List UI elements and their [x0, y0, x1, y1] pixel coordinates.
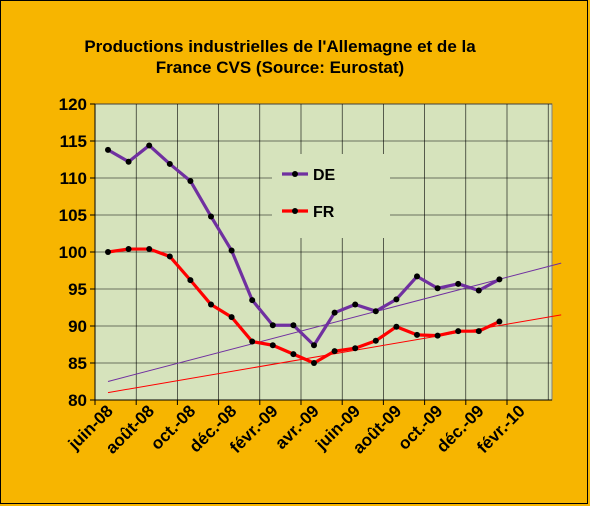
data-point-de [290, 322, 297, 329]
data-point-de [249, 297, 256, 304]
data-point-fr [187, 277, 194, 284]
data-point-de [496, 276, 503, 283]
data-point-de [311, 342, 317, 349]
y-tick-label: 110 [60, 169, 87, 188]
legend-marker-fr [292, 208, 298, 214]
y-tick-label: 80 [68, 391, 87, 410]
legend: DE FR [272, 154, 390, 238]
data-point-fr [249, 338, 256, 345]
data-point-fr [372, 337, 379, 344]
data-point-fr [434, 332, 441, 339]
x-tick-label: avr.-09 [271, 401, 323, 453]
data-point-de [187, 177, 194, 184]
y-tick-label: 105 [59, 206, 87, 225]
series-lines [105, 142, 503, 366]
data-point-de [434, 285, 441, 292]
data-point-fr [208, 301, 214, 308]
y-tick-label: 120 [59, 95, 87, 114]
data-point-de [105, 146, 111, 153]
data-point-de [125, 158, 132, 165]
data-point-fr [393, 323, 400, 330]
legend-label-de: DE [313, 167, 336, 184]
data-point-fr [105, 249, 111, 255]
data-point-de [166, 160, 173, 167]
data-point-de [475, 287, 482, 294]
y-tick-label: 100 [59, 243, 87, 262]
data-point-fr [331, 348, 338, 355]
data-point-fr [146, 246, 153, 253]
data-point-de [352, 301, 359, 308]
data-point-fr [496, 318, 503, 325]
data-point-fr [352, 345, 359, 352]
data-point-de [393, 296, 400, 303]
data-point-fr [455, 328, 462, 335]
trendline-de [107, 262, 562, 382]
y-tick-label: 90 [68, 317, 87, 336]
data-point-de [372, 308, 379, 315]
legend-box [272, 154, 390, 238]
data-point-de [146, 142, 153, 149]
series-line-fr [107, 247, 501, 365]
series-line-de [107, 143, 501, 347]
data-point-de [208, 213, 214, 220]
data-point-fr [125, 246, 132, 253]
data-point-fr [475, 328, 482, 335]
data-point-de [414, 273, 420, 280]
chart-title: Productions industrielles de l'Allemagne… [30, 36, 530, 78]
legend-marker-de [292, 171, 298, 177]
legend-label-fr: FR [313, 204, 335, 221]
data-point-fr [228, 314, 235, 321]
data-point-fr [290, 351, 297, 358]
data-point-de [269, 322, 276, 329]
chart-title-line1: Productions industrielles de l'Allemagne… [84, 37, 476, 56]
y-tick-label: 115 [60, 132, 87, 151]
y-tick-label: 95 [68, 280, 87, 299]
grid-lines [94, 103, 552, 401]
data-point-fr [166, 253, 173, 260]
chart-title-line2: France CVS (Source: Eurostat) [155, 58, 405, 77]
data-point-de [228, 247, 235, 254]
data-point-fr [269, 342, 276, 349]
data-point-de [331, 309, 338, 316]
data-point-fr [311, 360, 317, 366]
data-point-de [455, 280, 462, 287]
data-point-fr [414, 331, 420, 338]
y-tick-label: 85 [68, 354, 87, 373]
